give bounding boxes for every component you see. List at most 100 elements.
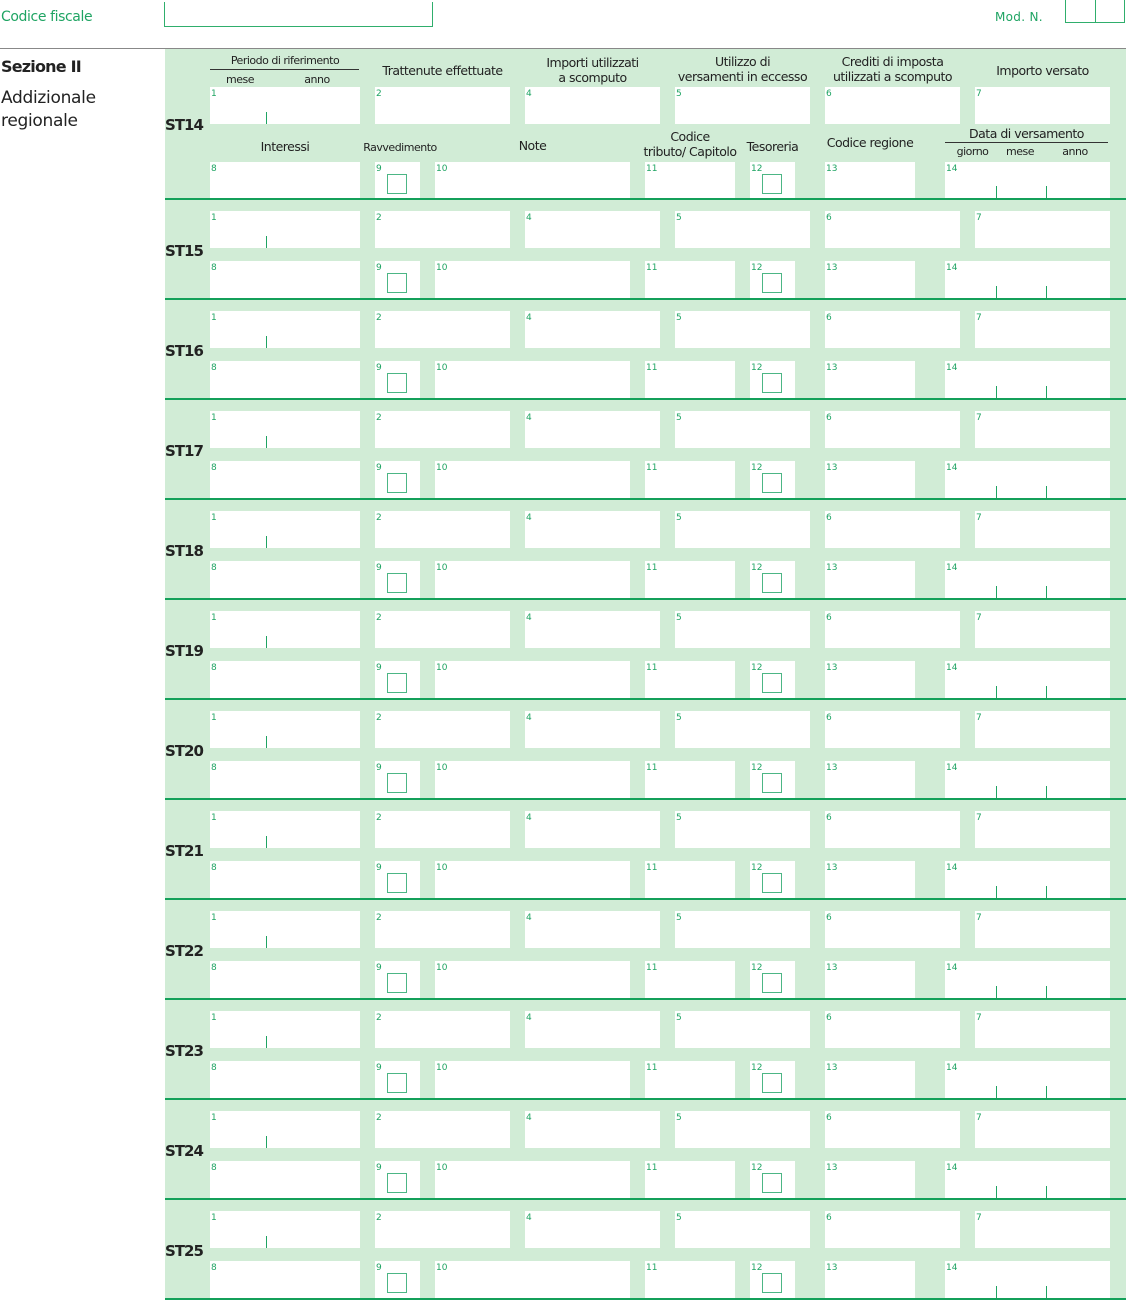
- field-st21-9[interactable]: 9: [375, 861, 420, 898]
- field-st22-9[interactable]: 9: [375, 961, 420, 998]
- field-st16-14[interactable]: 14: [945, 361, 1110, 398]
- field-st17-4[interactable]: 4: [525, 411, 660, 448]
- checkbox[interactable]: [387, 1273, 407, 1293]
- field-st22-2[interactable]: 2: [375, 911, 510, 948]
- checkbox[interactable]: [387, 973, 407, 993]
- field-st14-13[interactable]: 13: [825, 162, 915, 198]
- field-st15-12[interactable]: 12: [750, 261, 795, 298]
- field-st23-6[interactable]: 6: [825, 1011, 960, 1048]
- checkbox[interactable]: [762, 573, 782, 593]
- field-st18-1[interactable]: 1: [210, 511, 360, 548]
- field-st16-7[interactable]: 7: [975, 311, 1110, 348]
- field-st14-1[interactable]: 1: [210, 87, 360, 124]
- field-st20-8[interactable]: 8: [210, 761, 360, 798]
- field-st15-10[interactable]: 10: [435, 261, 630, 298]
- field-st14-6[interactable]: 6: [825, 87, 960, 124]
- field-st25-2[interactable]: 2: [375, 1211, 510, 1248]
- field-st20-4[interactable]: 4: [525, 711, 660, 748]
- field-st20-11[interactable]: 11: [645, 761, 735, 798]
- field-st14-5[interactable]: 5: [675, 87, 810, 124]
- field-st18-7[interactable]: 7: [975, 511, 1110, 548]
- field-st14-9[interactable]: 9: [375, 162, 420, 198]
- field-st17-7[interactable]: 7: [975, 411, 1110, 448]
- field-st19-14[interactable]: 14: [945, 661, 1110, 698]
- field-st24-2[interactable]: 2: [375, 1111, 510, 1148]
- field-st23-2[interactable]: 2: [375, 1011, 510, 1048]
- field-st18-6[interactable]: 6: [825, 511, 960, 548]
- field-st22-7[interactable]: 7: [975, 911, 1110, 948]
- field-st21-4[interactable]: 4: [525, 811, 660, 848]
- field-st24-9[interactable]: 9: [375, 1161, 420, 1198]
- field-st16-2[interactable]: 2: [375, 311, 510, 348]
- field-st14-10[interactable]: 10: [435, 162, 630, 198]
- field-st15-7[interactable]: 7: [975, 211, 1110, 248]
- field-st17-9[interactable]: 9: [375, 461, 420, 498]
- field-st14-4[interactable]: 4: [525, 87, 660, 124]
- field-st23-9[interactable]: 9: [375, 1061, 420, 1098]
- checkbox[interactable]: [762, 174, 782, 194]
- field-st15-6[interactable]: 6: [825, 211, 960, 248]
- field-st23-5[interactable]: 5: [675, 1011, 810, 1048]
- checkbox[interactable]: [762, 673, 782, 693]
- field-st16-6[interactable]: 6: [825, 311, 960, 348]
- field-st20-10[interactable]: 10: [435, 761, 630, 798]
- field-st19-1[interactable]: 1: [210, 611, 360, 648]
- field-st20-1[interactable]: 1: [210, 711, 360, 748]
- checkbox[interactable]: [762, 1073, 782, 1093]
- field-st24-8[interactable]: 8: [210, 1161, 360, 1198]
- field-st16-10[interactable]: 10: [435, 361, 630, 398]
- field-st16-9[interactable]: 9: [375, 361, 420, 398]
- field-st17-5[interactable]: 5: [675, 411, 810, 448]
- field-st23-14[interactable]: 14: [945, 1061, 1110, 1098]
- field-st15-2[interactable]: 2: [375, 211, 510, 248]
- checkbox[interactable]: [387, 174, 407, 194]
- field-st23-10[interactable]: 10: [435, 1061, 630, 1098]
- checkbox[interactable]: [762, 773, 782, 793]
- field-st17-13[interactable]: 13: [825, 461, 915, 498]
- field-st24-10[interactable]: 10: [435, 1161, 630, 1198]
- field-st21-6[interactable]: 6: [825, 811, 960, 848]
- field-st17-11[interactable]: 11: [645, 461, 735, 498]
- checkbox[interactable]: [762, 373, 782, 393]
- field-st15-14[interactable]: 14: [945, 261, 1110, 298]
- checkbox[interactable]: [387, 673, 407, 693]
- field-st17-1[interactable]: 1: [210, 411, 360, 448]
- field-st16-12[interactable]: 12: [750, 361, 795, 398]
- field-st16-4[interactable]: 4: [525, 311, 660, 348]
- field-st20-2[interactable]: 2: [375, 711, 510, 748]
- field-st14-11[interactable]: 11: [645, 162, 735, 198]
- field-st15-11[interactable]: 11: [645, 261, 735, 298]
- checkbox[interactable]: [762, 1173, 782, 1193]
- field-st16-13[interactable]: 13: [825, 361, 915, 398]
- field-st18-4[interactable]: 4: [525, 511, 660, 548]
- field-st25-6[interactable]: 6: [825, 1211, 960, 1248]
- field-st17-14[interactable]: 14: [945, 461, 1110, 498]
- field-st19-4[interactable]: 4: [525, 611, 660, 648]
- field-st21-14[interactable]: 14: [945, 861, 1110, 898]
- field-st22-10[interactable]: 10: [435, 961, 630, 998]
- field-st17-6[interactable]: 6: [825, 411, 960, 448]
- field-st18-5[interactable]: 5: [675, 511, 810, 548]
- field-st14-2[interactable]: 2: [375, 87, 510, 124]
- checkbox[interactable]: [762, 273, 782, 293]
- checkbox[interactable]: [387, 873, 407, 893]
- field-st19-8[interactable]: 8: [210, 661, 360, 698]
- field-st19-2[interactable]: 2: [375, 611, 510, 648]
- field-st22-5[interactable]: 5: [675, 911, 810, 948]
- field-st21-12[interactable]: 12: [750, 861, 795, 898]
- field-st21-10[interactable]: 10: [435, 861, 630, 898]
- field-st21-13[interactable]: 13: [825, 861, 915, 898]
- field-st15-9[interactable]: 9: [375, 261, 420, 298]
- field-st23-4[interactable]: 4: [525, 1011, 660, 1048]
- field-st21-7[interactable]: 7: [975, 811, 1110, 848]
- checkbox[interactable]: [387, 373, 407, 393]
- field-st15-1[interactable]: 1: [210, 211, 360, 248]
- field-st19-6[interactable]: 6: [825, 611, 960, 648]
- mod-n-input[interactable]: [1065, 0, 1125, 23]
- field-st22-11[interactable]: 11: [645, 961, 735, 998]
- field-st23-13[interactable]: 13: [825, 1061, 915, 1098]
- field-st15-13[interactable]: 13: [825, 261, 915, 298]
- checkbox[interactable]: [762, 1273, 782, 1293]
- field-st22-4[interactable]: 4: [525, 911, 660, 948]
- field-st21-1[interactable]: 1: [210, 811, 360, 848]
